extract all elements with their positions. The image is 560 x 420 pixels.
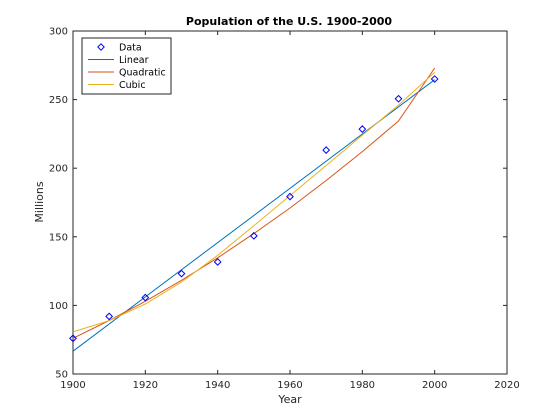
data-point: [358, 125, 367, 133]
data-point: [69, 334, 77, 343]
legend-label: Cubic: [119, 80, 146, 91]
data-point: [322, 146, 331, 154]
data-point: [141, 293, 150, 302]
legend-label: Data: [119, 43, 142, 54]
legend-marker: [97, 43, 105, 51]
x-tick-label: 2000: [422, 380, 447, 391]
series-layer: [69, 67, 439, 352]
legend-label: Quadratic: [119, 68, 166, 79]
axes-ticks: 1900 1920 1940 1960 1980 2000 2020 50 100 150 200 2…: [49, 27, 520, 392]
data-point: [213, 258, 222, 266]
y-tick-label: 300: [49, 27, 68, 38]
x-tick-label: 2020: [494, 380, 519, 391]
data-point: [430, 75, 439, 83]
series-line-cubic: [72, 71, 436, 333]
data-point: [177, 269, 186, 278]
data-point: [394, 94, 403, 103]
y-tick-label: 100: [49, 301, 68, 312]
series-quadratic: [72, 67, 436, 339]
series-markers-data: [69, 75, 439, 343]
chart-title: Population of the U.S. 1900-2000: [186, 15, 392, 28]
x-tick-label: 1960: [277, 380, 302, 391]
data-point: [105, 312, 114, 321]
y-tick-label: 250: [49, 95, 68, 106]
data-point: [286, 192, 294, 201]
y-axis-label: Millions: [33, 181, 46, 222]
data-point: [249, 231, 258, 240]
y-tick-label: 200: [49, 164, 68, 175]
y-tick-label: 50: [55, 370, 68, 381]
legend-label: Linear: [119, 55, 149, 66]
y-tick-label: 150: [49, 232, 68, 243]
x-tick-label: 1980: [350, 380, 375, 391]
x-tick-label: 1920: [133, 380, 158, 391]
x-tick-label: 1900: [60, 380, 85, 391]
x-axis-label: Year: [277, 393, 302, 406]
series-cubic: [72, 71, 436, 333]
series-line-quadratic: [72, 67, 436, 339]
x-tick-label: 1940: [205, 380, 230, 391]
